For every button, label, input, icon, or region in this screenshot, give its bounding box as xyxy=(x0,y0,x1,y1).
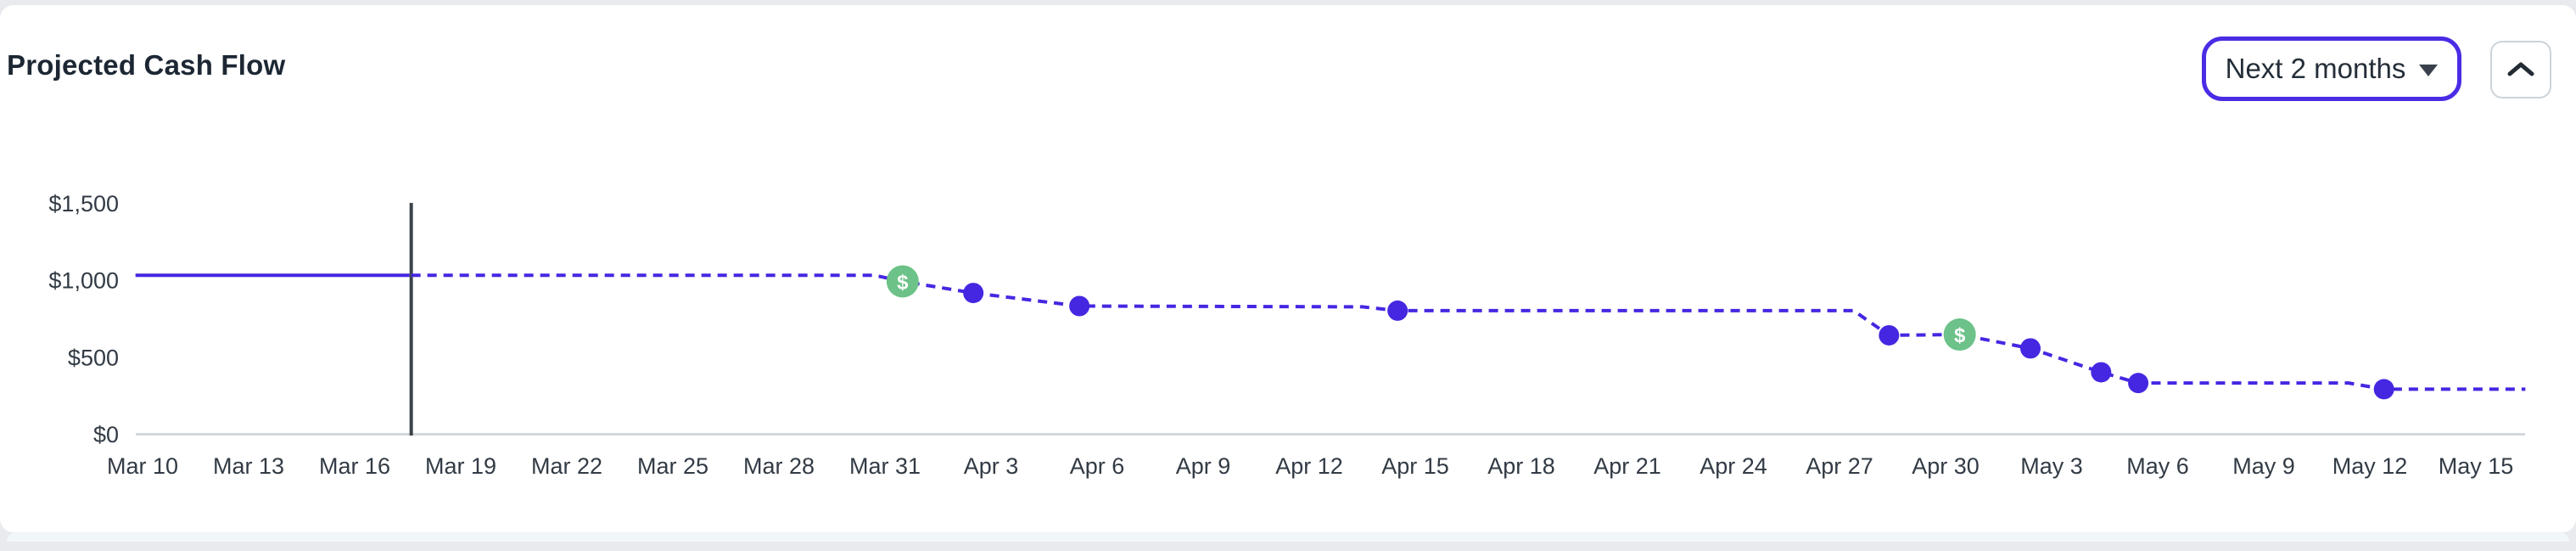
data-point-dot[interactable] xyxy=(1069,295,1090,317)
y-axis-label: $0 xyxy=(93,422,119,447)
x-axis-label: Mar 16 xyxy=(319,453,390,479)
x-axis-label: May 6 xyxy=(2126,453,2189,479)
x-axis-label: Apr 6 xyxy=(1070,453,1125,479)
x-axis-label: Mar 19 xyxy=(425,453,496,479)
x-axis-label: Apr 3 xyxy=(964,453,1019,479)
y-axis-label: $1,000 xyxy=(48,268,119,294)
x-axis-label: Mar 22 xyxy=(531,453,602,479)
x-axis-label: Apr 27 xyxy=(1806,453,1873,479)
chevron-up-icon xyxy=(2507,62,2534,76)
x-axis-label: Mar 28 xyxy=(743,453,815,479)
data-point-dot[interactable] xyxy=(2373,379,2394,400)
data-point-dot[interactable] xyxy=(1879,324,1900,346)
x-axis-label: Apr 15 xyxy=(1381,453,1449,479)
chart-canvas: $1,500 $1,000 $500 $0 Mar 10 Mar 13 Mar 16 Mar … xyxy=(48,191,2526,479)
cash-event-dollar-icon: $ xyxy=(897,271,909,294)
x-axis-label: Mar 10 xyxy=(107,453,178,479)
x-axis-label: Apr 18 xyxy=(1487,453,1555,479)
x-axis-label: May 3 xyxy=(2020,453,2083,479)
next-section-top-edge xyxy=(7,532,2569,542)
collapse-widget-button[interactable] xyxy=(2490,41,2551,98)
projected-cash-flow-card: Projected Cash Flow $1,500 $1,000 $500 $0 Ma… xyxy=(0,5,2576,532)
x-axis-label: May 12 xyxy=(2332,453,2408,479)
data-point-dot[interactable] xyxy=(2128,373,2149,394)
caret-down-icon xyxy=(2419,65,2439,76)
data-point-dot[interactable] xyxy=(2091,362,2112,383)
date-range-value: Next 2 months xyxy=(2225,53,2406,84)
x-axis-label: Apr 9 xyxy=(1176,453,1231,479)
x-axis-label: Apr 24 xyxy=(1700,453,1767,479)
x-axis-label: May 9 xyxy=(2232,453,2295,479)
cash-flow-chart: $1,500 $1,000 $500 $0 Mar 10 Mar 13 Mar 16 Mar … xyxy=(0,5,2576,547)
date-range-dropdown[interactable]: Next 2 months xyxy=(2202,37,2461,101)
cash-event-marker[interactable] xyxy=(886,265,919,298)
cash-event-marker[interactable] xyxy=(1943,318,1976,351)
projection-line-dashed xyxy=(411,273,2526,391)
x-axis-label: Apr 12 xyxy=(1275,453,1343,479)
x-axis-label: Mar 25 xyxy=(637,453,708,479)
data-point-dot[interactable] xyxy=(2020,338,2041,359)
chart-title: Projected Cash Flow xyxy=(7,49,286,81)
x-axis-label: Apr 30 xyxy=(1912,453,1980,479)
y-axis-label: $500 xyxy=(68,345,119,370)
x-axis-label: May 15 xyxy=(2439,453,2514,479)
x-axis-label: Mar 13 xyxy=(213,453,284,479)
y-axis-label: $1,500 xyxy=(48,191,119,216)
cash-event-dollar-icon: $ xyxy=(1954,324,1966,347)
x-axis-label: Mar 31 xyxy=(849,453,921,479)
x-axis-label: Apr 21 xyxy=(1593,453,1661,479)
data-point-dot[interactable] xyxy=(1387,300,1408,321)
data-point-dot[interactable] xyxy=(963,283,984,304)
